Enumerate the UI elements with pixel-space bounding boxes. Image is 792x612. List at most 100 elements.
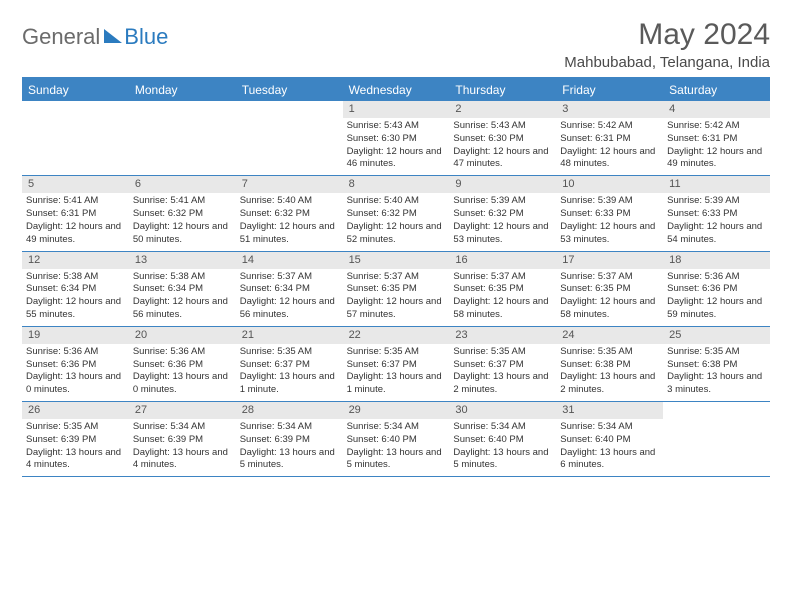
cell-body: Sunrise: 5:37 AMSunset: 6:35 PMDaylight:…	[449, 269, 556, 326]
sunset-line: Sunset: 6:37 PM	[453, 359, 552, 372]
calendar-cell: 5Sunrise: 5:41 AMSunset: 6:31 PMDaylight…	[22, 176, 129, 250]
day-number	[663, 402, 770, 419]
day-number: 15	[343, 252, 450, 269]
sunrise-line: Sunrise: 5:42 AM	[560, 120, 659, 133]
day-number: 26	[22, 402, 129, 419]
day-header-row: SundayMondayTuesdayWednesdayThursdayFrid…	[22, 79, 770, 101]
cell-body: Sunrise: 5:42 AMSunset: 6:31 PMDaylight:…	[556, 118, 663, 175]
daylight-line: Daylight: 12 hours and 53 minutes.	[453, 221, 552, 247]
cell-body: Sunrise: 5:35 AMSunset: 6:37 PMDaylight:…	[343, 344, 450, 401]
calendar-cell: 15Sunrise: 5:37 AMSunset: 6:35 PMDayligh…	[343, 252, 450, 326]
daylight-line: Daylight: 13 hours and 1 minute.	[240, 371, 339, 397]
calendar-cell: 21Sunrise: 5:35 AMSunset: 6:37 PMDayligh…	[236, 327, 343, 401]
day-number: 29	[343, 402, 450, 419]
cell-body: Sunrise: 5:36 AMSunset: 6:36 PMDaylight:…	[663, 269, 770, 326]
daylight-line: Daylight: 12 hours and 57 minutes.	[347, 296, 446, 322]
sunset-line: Sunset: 6:35 PM	[347, 283, 446, 296]
cell-body: Sunrise: 5:34 AMSunset: 6:40 PMDaylight:…	[343, 419, 450, 476]
cell-body: Sunrise: 5:39 AMSunset: 6:33 PMDaylight:…	[663, 193, 770, 250]
week-row: 19Sunrise: 5:36 AMSunset: 6:36 PMDayligh…	[22, 327, 770, 402]
sunset-line: Sunset: 6:32 PM	[133, 208, 232, 221]
cell-body: Sunrise: 5:41 AMSunset: 6:31 PMDaylight:…	[22, 193, 129, 250]
day-header: Thursday	[449, 79, 556, 101]
cell-body: Sunrise: 5:34 AMSunset: 6:39 PMDaylight:…	[129, 419, 236, 476]
sunrise-line: Sunrise: 5:37 AM	[560, 271, 659, 284]
daylight-line: Daylight: 13 hours and 2 minutes.	[560, 371, 659, 397]
sunset-line: Sunset: 6:40 PM	[453, 434, 552, 447]
sunset-line: Sunset: 6:32 PM	[453, 208, 552, 221]
daylight-line: Daylight: 12 hours and 59 minutes.	[667, 296, 766, 322]
logo-triangle-icon	[104, 29, 122, 43]
daylight-line: Daylight: 13 hours and 5 minutes.	[347, 447, 446, 473]
day-number: 27	[129, 402, 236, 419]
cell-body: Sunrise: 5:35 AMSunset: 6:38 PMDaylight:…	[556, 344, 663, 401]
sunrise-line: Sunrise: 5:35 AM	[560, 346, 659, 359]
calendar-cell: 9 Sunrise: 5:39 AMSunset: 6:32 PMDaylight…	[449, 176, 556, 250]
day-number: 8	[343, 176, 450, 193]
sunset-line: Sunset: 6:35 PM	[453, 283, 552, 296]
daylight-line: Daylight: 12 hours and 49 minutes.	[26, 221, 125, 247]
cell-body: Sunrise: 5:36 AMSunset: 6:36 PMDaylight:…	[22, 344, 129, 401]
cell-body: Sunrise: 5:34 AMSunset: 6:40 PMDaylight:…	[449, 419, 556, 476]
day-header: Friday	[556, 79, 663, 101]
cell-body: Sunrise: 5:37 AMSunset: 6:35 PMDaylight:…	[343, 269, 450, 326]
sunrise-line: Sunrise: 5:37 AM	[453, 271, 552, 284]
daylight-line: Daylight: 12 hours and 56 minutes.	[240, 296, 339, 322]
day-header: Tuesday	[236, 79, 343, 101]
cell-body: Sunrise: 5:39 AMSunset: 6:33 PMDaylight:…	[556, 193, 663, 250]
sunrise-line: Sunrise: 5:41 AM	[26, 195, 125, 208]
sunrise-line: Sunrise: 5:35 AM	[240, 346, 339, 359]
sunrise-line: Sunrise: 5:36 AM	[133, 346, 232, 359]
calendar-cell: 10Sunrise: 5:39 AMSunset: 6:33 PMDayligh…	[556, 176, 663, 250]
cell-body: Sunrise: 5:38 AMSunset: 6:34 PMDaylight:…	[129, 269, 236, 326]
calendar-cell: 4Sunrise: 5:42 AMSunset: 6:31 PMDaylight…	[663, 101, 770, 175]
week-row: 26Sunrise: 5:35 AMSunset: 6:39 PMDayligh…	[22, 402, 770, 477]
day-number: 21	[236, 327, 343, 344]
calendar-cell	[663, 402, 770, 476]
daylight-line: Daylight: 12 hours and 55 minutes.	[26, 296, 125, 322]
sunrise-line: Sunrise: 5:36 AM	[26, 346, 125, 359]
sunset-line: Sunset: 6:34 PM	[26, 283, 125, 296]
sunset-line: Sunset: 6:38 PM	[667, 359, 766, 372]
sunrise-line: Sunrise: 5:35 AM	[453, 346, 552, 359]
day-number: 9	[449, 176, 556, 193]
calendar: SundayMondayTuesdayWednesdayThursdayFrid…	[22, 77, 770, 477]
day-number	[236, 101, 343, 118]
calendar-cell: 27Sunrise: 5:34 AMSunset: 6:39 PMDayligh…	[129, 402, 236, 476]
day-number: 7	[236, 176, 343, 193]
sunrise-line: Sunrise: 5:43 AM	[347, 120, 446, 133]
cell-body: Sunrise: 5:34 AMSunset: 6:40 PMDaylight:…	[556, 419, 663, 476]
sunrise-line: Sunrise: 5:39 AM	[560, 195, 659, 208]
day-number: 22	[343, 327, 450, 344]
calendar-cell: 3Sunrise: 5:42 AMSunset: 6:31 PMDaylight…	[556, 101, 663, 175]
calendar-cell: 14Sunrise: 5:37 AMSunset: 6:34 PMDayligh…	[236, 252, 343, 326]
calendar-page: General Blue May 2024 Mahbubabad, Telang…	[0, 0, 792, 495]
sunset-line: Sunset: 6:30 PM	[453, 133, 552, 146]
day-header: Sunday	[22, 79, 129, 101]
sunrise-line: Sunrise: 5:39 AM	[453, 195, 552, 208]
logo-text-right: Blue	[124, 24, 168, 50]
cell-body: Sunrise: 5:41 AMSunset: 6:32 PMDaylight:…	[129, 193, 236, 250]
daylight-line: Daylight: 12 hours and 50 minutes.	[133, 221, 232, 247]
calendar-cell: 20Sunrise: 5:36 AMSunset: 6:36 PMDayligh…	[129, 327, 236, 401]
sunset-line: Sunset: 6:33 PM	[667, 208, 766, 221]
sunrise-line: Sunrise: 5:34 AM	[560, 421, 659, 434]
title-block: May 2024 Mahbubabad, Telangana, India	[564, 18, 770, 71]
day-number: 6	[129, 176, 236, 193]
daylight-line: Daylight: 13 hours and 3 minutes.	[667, 371, 766, 397]
sunrise-line: Sunrise: 5:37 AM	[347, 271, 446, 284]
calendar-cell	[129, 101, 236, 175]
cell-body: Sunrise: 5:35 AMSunset: 6:37 PMDaylight:…	[449, 344, 556, 401]
daylight-line: Daylight: 12 hours and 53 minutes.	[560, 221, 659, 247]
daylight-line: Daylight: 12 hours and 56 minutes.	[133, 296, 232, 322]
day-number: 14	[236, 252, 343, 269]
day-number: 19	[22, 327, 129, 344]
sunset-line: Sunset: 6:31 PM	[26, 208, 125, 221]
week-row: 1Sunrise: 5:43 AMSunset: 6:30 PMDaylight…	[22, 101, 770, 176]
sunrise-line: Sunrise: 5:43 AM	[453, 120, 552, 133]
sunset-line: Sunset: 6:32 PM	[347, 208, 446, 221]
sunset-line: Sunset: 6:31 PM	[560, 133, 659, 146]
calendar-cell: 16Sunrise: 5:37 AMSunset: 6:35 PMDayligh…	[449, 252, 556, 326]
daylight-line: Daylight: 13 hours and 0 minutes.	[26, 371, 125, 397]
daylight-line: Daylight: 13 hours and 5 minutes.	[240, 447, 339, 473]
